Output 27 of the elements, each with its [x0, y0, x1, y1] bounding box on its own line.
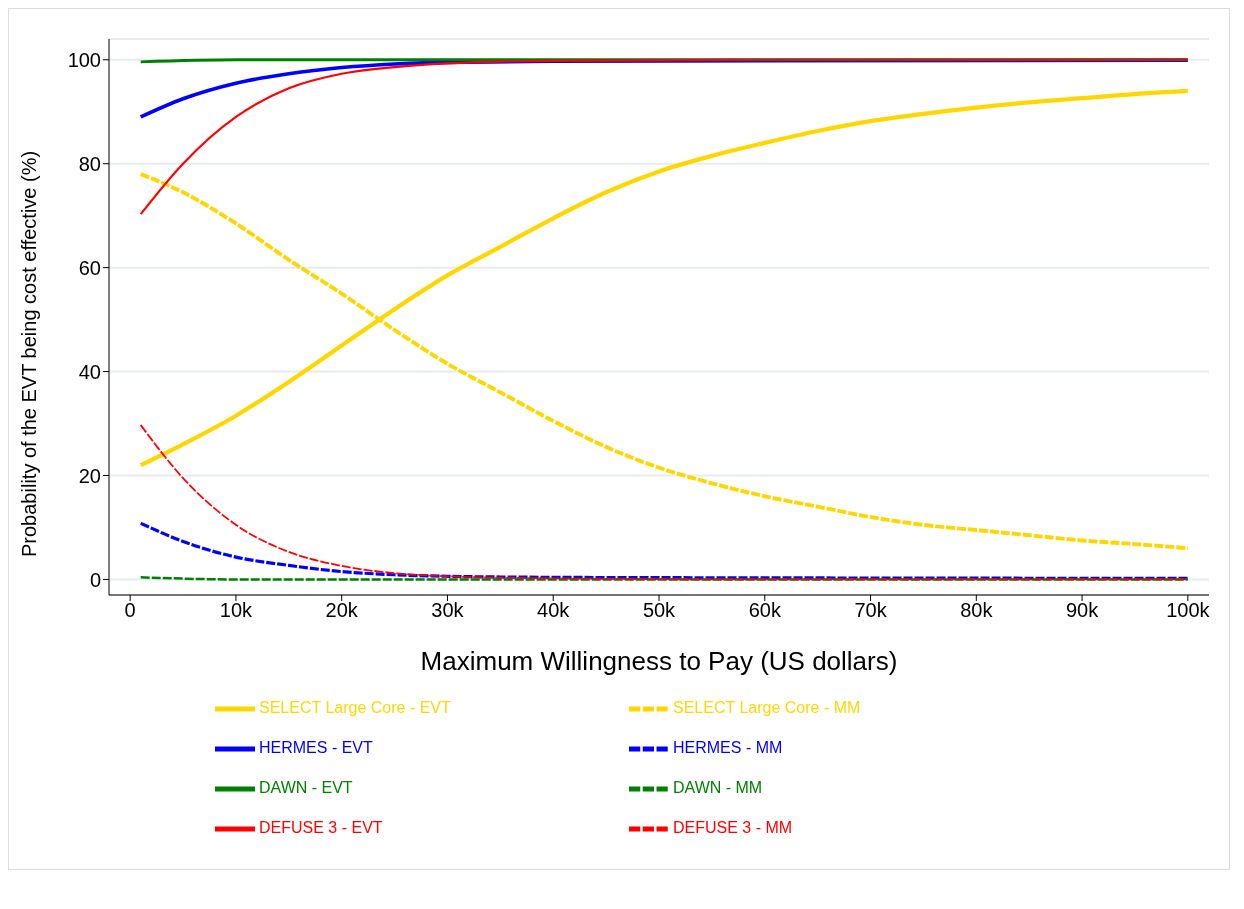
legend-label: DAWN - MM	[673, 779, 764, 798]
x-tick-label: 20k	[325, 599, 359, 622]
legend-label: DEFUSE 3 - MM	[673, 819, 794, 838]
legend-label: SELECT Large Core - EVT	[259, 699, 452, 718]
y-tick-label: 0	[89, 568, 101, 591]
legend-label: HERMES - EVT	[259, 739, 374, 758]
x-tick-label: 60k	[748, 599, 782, 622]
x-tick-label: 90k	[1065, 599, 1100, 622]
x-tick-label: 0	[124, 599, 136, 622]
legend-label: DAWN - EVT	[259, 779, 354, 798]
x-tick-label: 70k	[854, 599, 888, 622]
y-tick-label: 60	[78, 256, 101, 279]
x-tick-label: 10k	[219, 599, 254, 622]
x-axis-title: Maximum Willingness to Pay (US dollars)	[420, 646, 898, 676]
legend-label: SELECT Large Core - MM	[673, 699, 862, 718]
legend-label: HERMES - MM	[673, 739, 784, 758]
y-tick-label: 100	[67, 48, 101, 71]
y-tick-label: 40	[78, 360, 101, 383]
x-tick-label: 30k	[431, 599, 465, 622]
y-axis-title: Probability of the EVT being cost effective (%)	[18, 150, 41, 557]
y-tick-label: 80	[78, 152, 101, 175]
x-tick-label: 50k	[642, 599, 677, 622]
x-tick-label: 40k	[537, 599, 571, 622]
x-tick-label: 100k	[1166, 599, 1211, 622]
y-tick-label: 20	[78, 464, 101, 487]
x-tick-label: 80k	[960, 599, 994, 622]
legend-label: DEFUSE 3 - EVT	[259, 819, 384, 838]
